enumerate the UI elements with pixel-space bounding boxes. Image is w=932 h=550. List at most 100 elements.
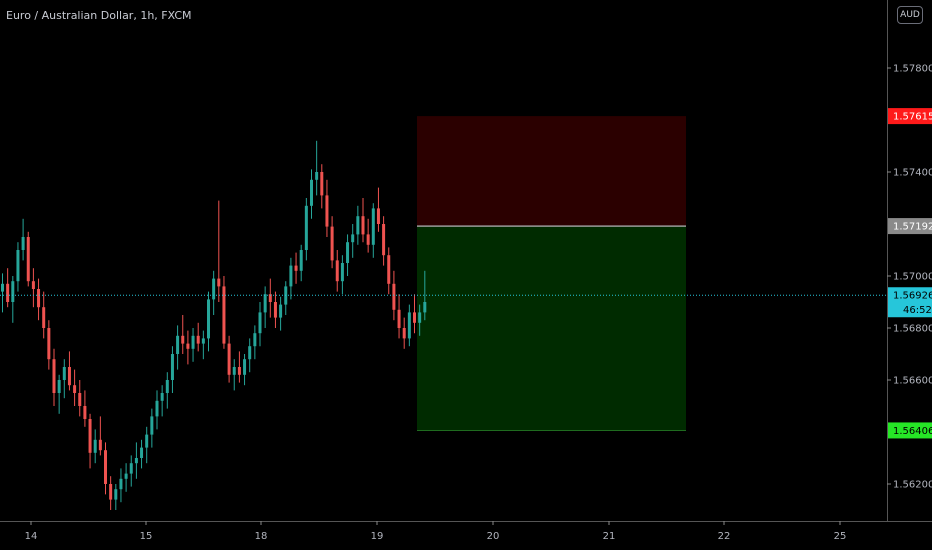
candle [11,276,15,323]
svg-text:1.56926: 1.56926 [893,291,932,302]
symbol-title[interactable]: Euro / Australian Dollar, 1h, FXCM [6,9,192,22]
x-tick-label: 25 [834,531,847,542]
candle [124,463,128,492]
take-profit-zone[interactable] [417,226,686,431]
candle [181,315,185,354]
y-tick-label: 1.57000 [893,272,932,283]
bar-countdown: 46:52 [903,305,932,316]
candle [129,455,133,487]
candle [212,270,216,315]
candle [155,390,159,430]
x-tick-label: 21 [603,531,616,542]
stop-price-label: 1.57615 [888,108,932,125]
candle [114,484,118,510]
x-tick-label: 14 [25,531,38,542]
candle [335,250,339,292]
stop-loss-zone[interactable] [417,116,686,227]
candle [1,273,4,313]
candle [134,442,138,479]
candle [315,140,319,196]
candle [407,304,411,347]
candle [31,268,35,308]
candle [42,291,46,339]
candle [160,385,164,417]
candle [104,442,107,495]
candle [413,294,416,334]
candle [186,330,190,365]
svg-text:1.57192: 1.57192 [893,222,932,233]
candle [356,205,360,245]
candle [47,320,51,370]
candle [227,335,231,383]
y-tick-label: 1.57400 [893,168,932,179]
candle [119,468,123,503]
x-tick-label: 15 [140,531,153,542]
candle [222,276,226,349]
entry-price-label: 1.57192 [888,218,932,235]
candle [196,322,200,352]
candle [371,203,375,258]
x-tick-label: 22 [718,531,731,542]
candle [78,380,82,417]
last-price-label: 1.56926 46:52 [888,287,932,318]
candle [6,268,10,308]
candle [140,439,144,469]
candle [351,224,355,258]
y-tick-label: 1.56600 [893,376,932,387]
candle [418,304,422,336]
candle [165,372,169,409]
candle [320,164,324,209]
svg-text:1.56406: 1.56406 [893,426,932,437]
candle [325,179,329,237]
candle [62,359,66,399]
y-tick-label: 1.57800 [893,64,932,75]
candle [243,354,247,386]
candle [57,374,61,414]
candle [191,328,195,362]
candle [217,200,221,302]
candle [248,338,252,373]
candle [98,416,102,456]
candle [88,413,92,469]
candle [346,234,350,276]
candle [207,291,210,352]
candle [387,247,391,295]
candle [170,346,174,393]
candle [361,198,365,243]
x-tick-label: 19 [371,531,384,542]
candle [294,252,298,284]
candle [73,369,77,406]
candle [284,281,288,315]
candle [330,216,334,269]
candle [52,348,56,406]
candle [21,218,25,261]
candle [268,278,272,318]
candle [37,278,41,321]
candle [253,325,257,360]
candle [83,390,87,427]
candle [67,351,71,391]
candle [397,294,401,339]
candle [201,330,205,360]
candle [258,302,262,347]
candle [289,257,293,300]
candle [237,351,241,383]
candle [304,198,308,261]
candle [310,169,313,219]
candle [16,242,20,292]
candle [93,429,97,464]
currency-button[interactable]: AUD [897,6,923,24]
candle [263,286,267,328]
svg-text:1.57615: 1.57615 [893,112,932,123]
candle [273,291,277,328]
y-tick-label: 1.56200 [893,480,932,491]
x-tick-label: 18 [255,531,268,542]
candle [299,244,303,282]
candle [26,231,30,287]
candle [145,426,149,464]
candle [366,218,370,253]
candle [150,408,154,448]
candle [109,476,113,510]
candle [232,359,236,391]
